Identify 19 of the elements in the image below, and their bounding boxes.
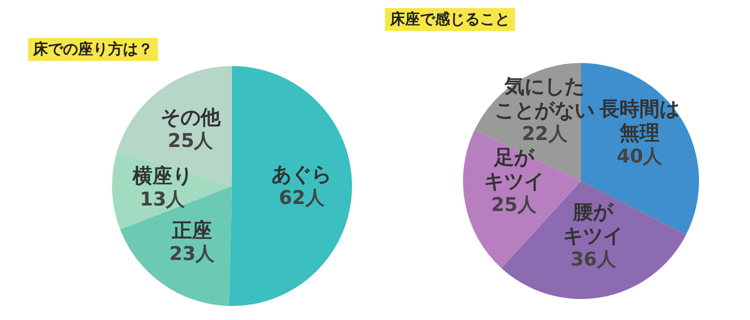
data-label: 40人 <box>616 145 664 168</box>
pie-slice <box>120 186 232 306</box>
slice-label: あぐら <box>272 162 332 186</box>
pie-slice <box>228 66 352 306</box>
slice-label: 正座 <box>170 218 212 242</box>
slice-label: 横座り <box>131 164 192 188</box>
data-label: 23人 <box>169 242 216 265</box>
slice-label: その他 <box>160 105 222 130</box>
chart-title: 床座で感じること <box>385 8 515 31</box>
data-label: 22人 <box>522 123 568 146</box>
data-label: 62人 <box>278 186 326 209</box>
data-label: 25人 <box>491 194 538 216</box>
data-label: 36人 <box>570 248 617 270</box>
chart-title: 床での座り方は？ <box>28 38 158 61</box>
slice-label: 腰がキツイ <box>563 199 624 248</box>
data-label: 13人 <box>140 188 186 211</box>
slice-label: 足がキツイ <box>484 145 544 194</box>
data-label: 25人 <box>168 130 214 152</box>
pie-slice <box>117 66 232 186</box>
